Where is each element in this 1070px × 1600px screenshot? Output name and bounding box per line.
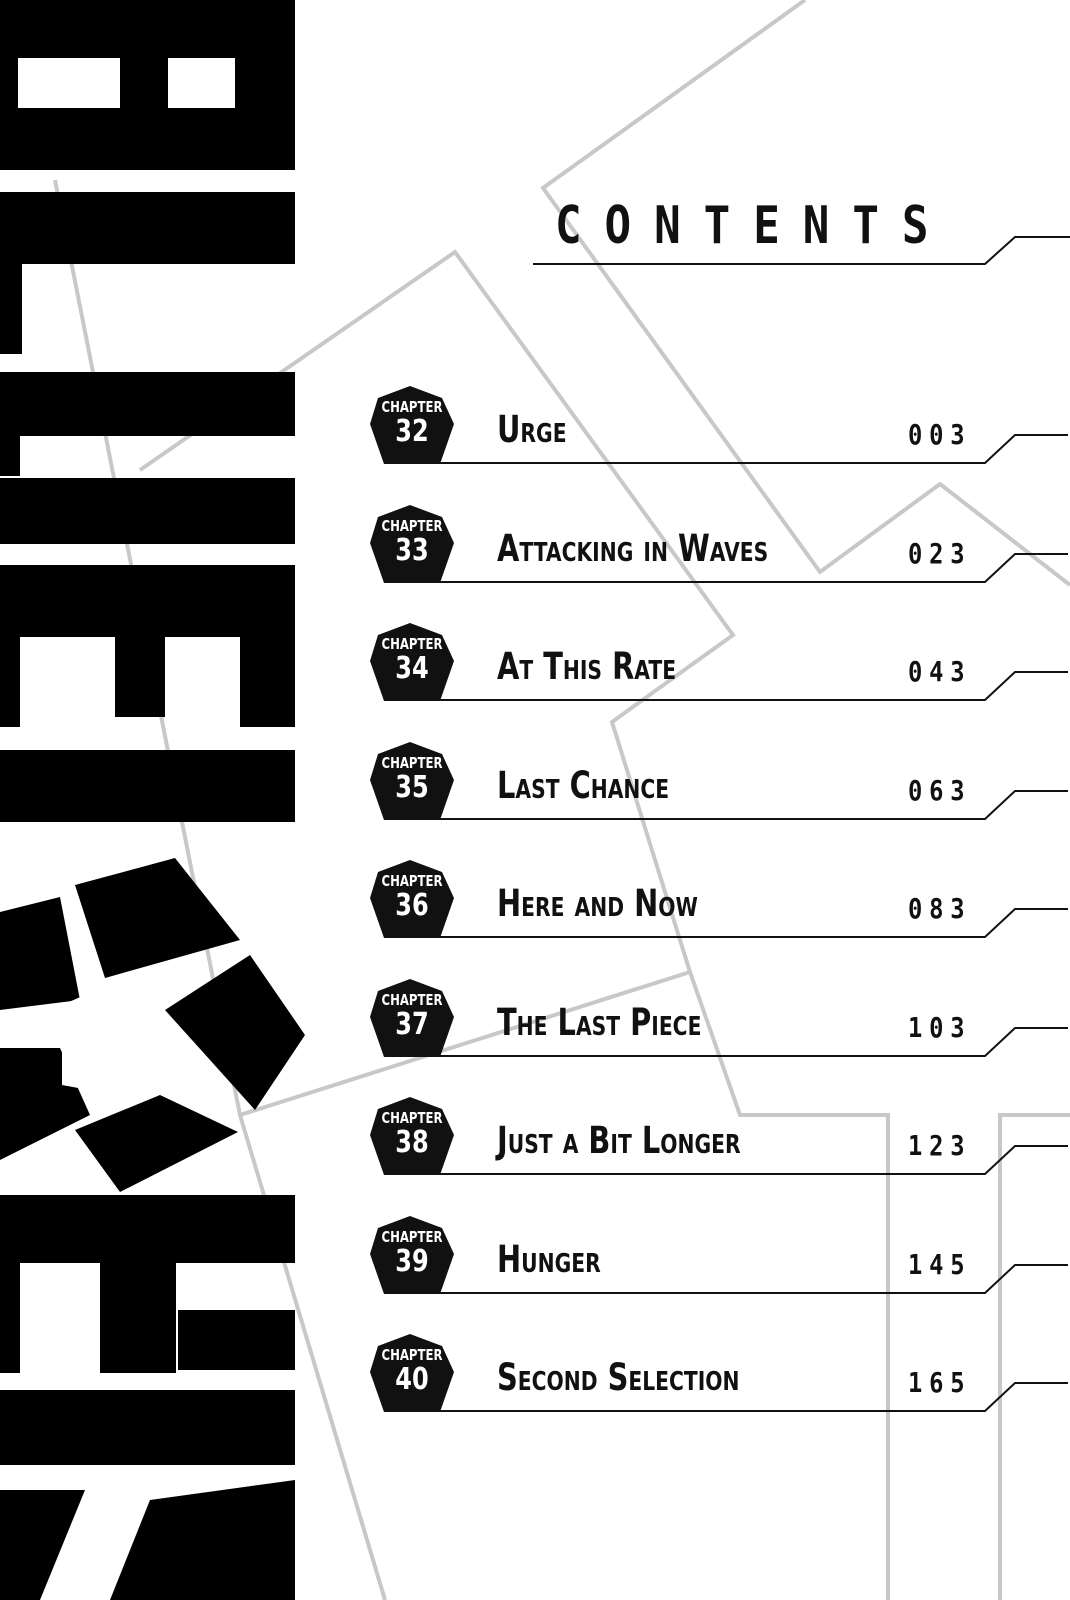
chapter-badge: CHAPTER 34 [368,621,456,703]
row-underline [437,1382,1068,1412]
row-underline [437,434,1068,464]
page-number: 003 [908,418,972,451]
chapter-row[interactable]: CHAPTER 35 Last Chance 063 [368,740,1068,830]
contents-heading: CONTENTS [555,196,952,256]
chapter-title: Here and Now [497,882,698,925]
chapter-number: 36 [395,888,429,923]
chapter-title: At This Rate [497,645,677,688]
chapter-title: Urge [497,408,567,451]
row-underline [437,1026,1068,1057]
chapter-label: CHAPTER [381,753,443,772]
chapter-number: 32 [395,414,429,449]
chapter-badge: CHAPTER 33 [368,503,456,585]
chapter-title: Hunger [497,1237,601,1281]
page-number: 145 [908,1247,972,1281]
row-underline [437,671,1068,701]
chapter-number: 34 [395,651,429,686]
page-number: 063 [908,773,972,807]
chapter-badge: CHAPTER 37 [368,977,456,1059]
chapter-label: CHAPTER [381,1227,443,1246]
chapter-badge: CHAPTER 32 [368,384,456,466]
chapter-row[interactable]: CHAPTER 40 Second Selection 165 [368,1332,1068,1422]
page-number: 165 [908,1366,972,1399]
chapter-row[interactable]: CHAPTER 39 Hunger 145 [368,1214,1068,1304]
chapter-badge: CHAPTER 38 [368,1095,456,1177]
chapter-label: CHAPTER [381,398,443,416]
chapter-number: 37 [395,1006,429,1042]
blue-lock-logo [0,0,305,1600]
chapter-label: CHAPTER [381,635,443,653]
chapter-badge: CHAPTER 40 [368,1332,456,1414]
chapter-title: Just a Bit Longer [497,1119,741,1162]
chapter-number: 39 [395,1243,429,1279]
chapter-label: CHAPTER [381,990,443,1009]
chapter-title: Second Selection [497,1356,740,1399]
chapter-badge: CHAPTER 39 [368,1214,456,1296]
chapter-title: The Last Piece [497,1000,702,1044]
row-underline [437,552,1068,583]
page-number: 043 [908,655,972,688]
chapter-badge: CHAPTER 35 [368,740,456,822]
chapter-label: CHAPTER [381,516,443,535]
chapter-row[interactable]: CHAPTER 37 The Last Piece 103 [368,977,1068,1067]
chapter-row[interactable]: CHAPTER 38 Just a Bit Longer 123 [368,1095,1068,1185]
chapter-row[interactable]: CHAPTER 32 Urge 003 [368,384,1068,474]
chapter-row[interactable]: CHAPTER 33 Attacking in Waves 023 [368,503,1068,593]
page-number: 123 [908,1129,972,1162]
chapter-number: 33 [395,532,429,568]
chapter-title: Last Chance [497,763,670,807]
row-underline [437,1263,1068,1294]
chapter-label: CHAPTER [381,1109,443,1127]
chapter-label: CHAPTER [381,872,443,890]
page-number: 083 [908,892,972,925]
chapter-title: Attacking in Waves [497,526,769,570]
row-underline [437,908,1068,938]
page-number: 023 [908,536,972,570]
chapter-row[interactable]: CHAPTER 36 Here and Now 083 [368,858,1068,948]
chapter-number: 40 [395,1362,429,1397]
chapter-badge: CHAPTER 36 [368,858,456,940]
chapter-number: 35 [395,769,429,805]
page-number: 103 [908,1010,972,1044]
row-underline [437,789,1068,820]
row-underline [437,1145,1068,1175]
chapter-number: 38 [395,1125,429,1160]
chapter-label: CHAPTER [381,1346,443,1364]
chapter-row[interactable]: CHAPTER 34 At This Rate 043 [368,621,1068,711]
